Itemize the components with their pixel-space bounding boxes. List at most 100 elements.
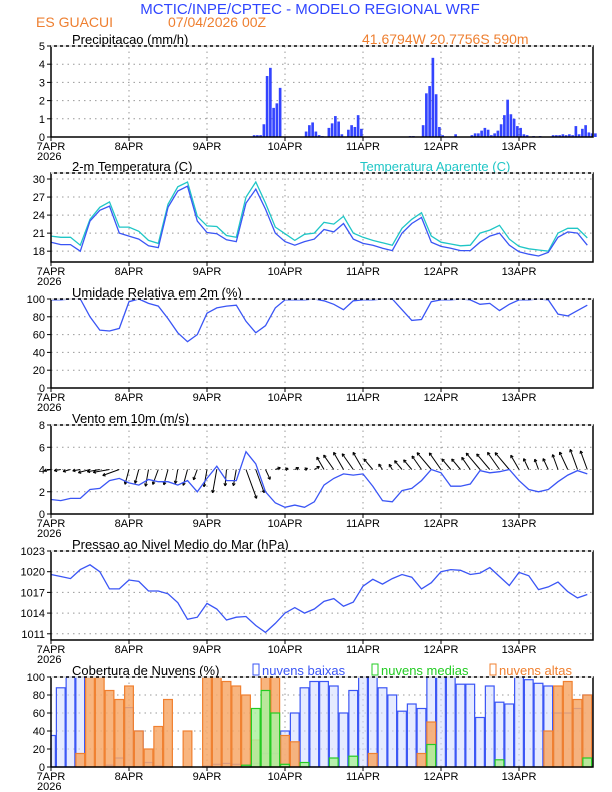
x-tick-label: 11APR (346, 518, 380, 530)
apparent-temperature-line (50, 180, 588, 252)
wind-arrow-head (476, 453, 480, 457)
precip-bar (317, 135, 321, 137)
high-cloud-bar (85, 676, 95, 768)
legend-swatch-mid-cloud-bar (371, 663, 379, 676)
wind-arrow-head (285, 467, 289, 471)
x-tick-label: 10APR (268, 771, 303, 783)
year-label: 2026 (37, 276, 61, 288)
y-tick-label: 1017 (21, 587, 45, 599)
x-tick-label: 8APR (115, 644, 144, 656)
wind-arrow-head (304, 467, 308, 471)
low-cloud-bar (387, 694, 398, 768)
wind-arrow-head (533, 458, 538, 463)
precip-bar (434, 94, 438, 137)
high-cloud-bar (221, 680, 232, 768)
y-tick-label: 1014 (21, 608, 45, 620)
wind-arrow-head (316, 465, 320, 470)
wind-arrow-head (411, 455, 415, 460)
x-tick-label: 13APR (502, 266, 537, 278)
wind-arrow-head (394, 460, 398, 464)
wind-arrow-head (569, 448, 573, 453)
y-tick-label: 1 (39, 114, 45, 126)
wind-arrow-shaft (363, 458, 374, 470)
y-tick-label: 100 (27, 294, 45, 306)
wind-arrow-shaft (534, 458, 539, 470)
wind-arrow (494, 452, 510, 470)
y-tick-label: 18 (33, 246, 45, 258)
legend-apparent-temperature: Temperatura Aparente (C) (360, 159, 510, 174)
year-label: 2026 (37, 402, 61, 414)
wind-arrow-head (579, 450, 584, 454)
wind-arrow-shaft (333, 452, 344, 470)
plot-frame (50, 550, 594, 641)
precip-bar (278, 87, 282, 137)
wind-arrow-head (72, 468, 76, 473)
wind-arrow-head (162, 481, 167, 486)
low-cloud-bar (65, 676, 76, 768)
wind-arrow-head (542, 458, 546, 462)
wind-arrow-shaft (145, 469, 149, 487)
precip-bar (330, 123, 334, 137)
wind-arrow-shaft (78, 469, 91, 474)
high-cloud-bar (143, 748, 154, 768)
wind-arrow-shaft (403, 459, 413, 470)
precip-bar (252, 135, 256, 137)
wind-arrow-head (77, 470, 82, 474)
low-cloud-bar (406, 703, 417, 768)
x-tick-label: 12APR (424, 266, 459, 278)
low-cloud-bar (436, 676, 446, 768)
panel-5: 0 20 40 60 80 100 7APR 8APR 9APR 10APR 11APR 12APR 1… (27, 663, 594, 792)
high-cloud-bar (543, 730, 554, 768)
precip-bar (587, 132, 591, 137)
wind-arrow-head (461, 456, 465, 461)
high-cloud-bar (367, 752, 378, 768)
wind-arrow (461, 456, 471, 470)
year-label: 2026 (37, 781, 61, 792)
x-tick-label: 9APR (193, 141, 222, 153)
wind-arrow (133, 469, 140, 484)
y-tick-label: 1020 (21, 567, 45, 579)
wind-arrow-shaft (193, 469, 198, 481)
wind-arrow-shaft (394, 460, 403, 470)
y-tick-label: 4 (39, 465, 45, 477)
wind-arrow (522, 458, 530, 470)
precip-bar (311, 122, 314, 137)
wind-arrow (275, 466, 281, 471)
precip-bar (490, 135, 493, 137)
wind-arrow (102, 469, 120, 477)
wind-arrow-shaft (542, 458, 549, 470)
precip-bar (470, 135, 474, 137)
wind-arrow (162, 469, 169, 486)
panel-0: 0 1 2 3 4 5 7APR 8APR 9APR 10APR 11APR 12APR 13APR 20… (37, 32, 597, 163)
wind-arrow-shaft (43, 469, 52, 472)
x-tick-label: 13APR (502, 644, 537, 656)
y-tick-label: 100 (27, 672, 45, 684)
wind-arrow-head (451, 458, 455, 463)
wind-arrow-shaft (461, 457, 471, 470)
x-tick-label: 8APR (115, 771, 144, 783)
year-label: 2026 (37, 654, 61, 666)
wind-arrow-head (388, 463, 393, 468)
y-tick-label: 20 (33, 744, 45, 756)
plot-frame (50, 298, 594, 389)
x-tick-label: 10APR (268, 644, 303, 656)
wind-arrow (231, 469, 237, 487)
wind-arrow-head (316, 456, 320, 461)
high-cloud-bar (241, 694, 251, 768)
wind-arrow (416, 452, 432, 470)
wind-arrow-shaft (87, 469, 100, 473)
x-tick-label: 8APR (115, 141, 144, 153)
y-tick-label: 2 (39, 487, 45, 499)
y-tick-label: 0 (39, 132, 45, 144)
wind-arrow-shaft (163, 469, 169, 486)
run-label: 07/04/2026 00Z (168, 14, 267, 30)
precip-bar (438, 126, 441, 137)
precip-bar (519, 127, 522, 137)
x-tick-label: 7APR (37, 141, 66, 153)
wind-arrow (363, 458, 374, 470)
y-tick-label: 1023 (21, 546, 45, 558)
high-cloud-bar (280, 734, 290, 768)
x-tick-label: 10APR (268, 518, 303, 530)
precip-bar (304, 131, 308, 137)
year-label: 2026 (37, 151, 61, 163)
